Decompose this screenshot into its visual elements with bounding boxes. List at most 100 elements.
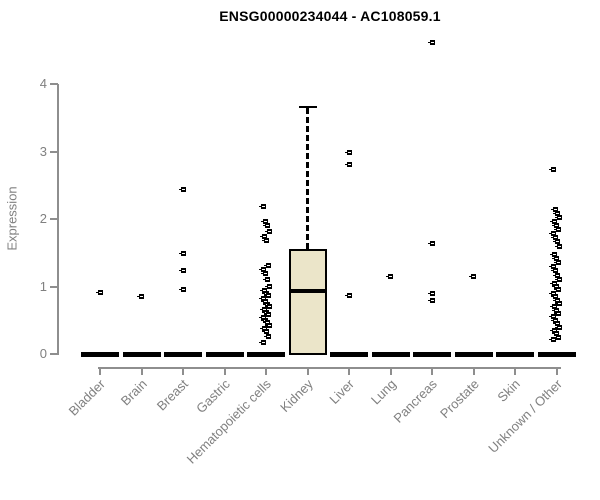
data-point [552, 331, 559, 337]
zero-median-bar [371, 352, 410, 357]
data-point [427, 297, 435, 303]
data-point [550, 304, 557, 310]
data-point [262, 320, 270, 326]
data-point [552, 307, 559, 313]
zero-median-bar [122, 352, 161, 357]
x-tick [140, 368, 143, 375]
y-tick-label: 3 [39, 143, 47, 159]
data-point [427, 240, 435, 246]
x-axis-line [98, 367, 561, 369]
zero-median-bar [81, 352, 119, 357]
whisker-cap [298, 106, 317, 109]
data-point [258, 340, 266, 346]
data-point [554, 260, 561, 266]
data-point [555, 276, 562, 282]
data-point [554, 227, 561, 233]
zero-median-bar [454, 352, 493, 357]
data-point [178, 286, 186, 292]
data-point [263, 333, 271, 339]
data-point [264, 229, 272, 235]
data-point [260, 271, 268, 277]
x-tick [348, 368, 350, 375]
data-point [555, 243, 562, 249]
median-line [288, 289, 327, 294]
data-point [551, 235, 558, 241]
data-point [553, 297, 560, 303]
x-tick [265, 368, 267, 375]
data-point [262, 301, 270, 307]
data-point [551, 268, 558, 274]
data-point [137, 294, 144, 300]
data-point [263, 263, 271, 269]
data-point [264, 323, 272, 329]
data-point [258, 204, 266, 210]
y-tick-label: 4 [39, 76, 47, 91]
data-point [553, 239, 560, 245]
zero-median-bar [496, 352, 534, 357]
zero-median-bar [205, 352, 244, 357]
data-point [344, 293, 352, 299]
data-point [427, 290, 435, 296]
data-point [260, 317, 268, 323]
x-tick [472, 368, 475, 375]
data-point [552, 223, 559, 229]
data-point [264, 284, 272, 289]
data-point [555, 324, 562, 330]
zero-median-bar [537, 352, 576, 357]
data-point [551, 207, 558, 213]
data-point [178, 250, 186, 256]
data-point [555, 300, 562, 306]
x-tick [306, 368, 309, 375]
y-tick [50, 353, 58, 355]
data-point [554, 334, 561, 340]
data-point [550, 327, 557, 333]
data-point [259, 325, 267, 331]
data-point [550, 280, 557, 286]
y-tick-label: 0 [39, 346, 47, 361]
y-tick [50, 83, 58, 85]
x-tick [99, 368, 101, 375]
x-tick [182, 368, 184, 375]
y-tick-label: 2 [39, 211, 47, 226]
data-point [550, 219, 557, 225]
data-point [550, 252, 557, 258]
data-point [258, 296, 266, 302]
data-point [554, 311, 561, 316]
data-point [260, 218, 268, 224]
data-point [549, 264, 556, 270]
y-axis-line [57, 84, 59, 355]
zero-median-bar [330, 352, 368, 357]
y-tick [50, 285, 58, 288]
data-point [262, 223, 270, 229]
data-point [551, 294, 558, 300]
chart-title: ENSG00000234044 - AC108059.1 [219, 8, 441, 24]
data-point [469, 273, 476, 279]
data-point [549, 314, 556, 320]
data-point [178, 187, 186, 193]
data-point [553, 321, 560, 327]
data-point [344, 149, 352, 155]
data-point [553, 272, 560, 278]
data-point [178, 267, 186, 273]
data-point [261, 290, 269, 296]
data-point [260, 298, 268, 304]
data-point [95, 290, 103, 296]
data-point [552, 284, 559, 289]
y-tick-label: 1 [39, 278, 47, 294]
data-point [262, 276, 270, 282]
x-tick [389, 368, 392, 375]
data-point [549, 167, 556, 173]
x-tick [223, 368, 226, 375]
zero-median-bar [413, 352, 451, 357]
x-tick [555, 368, 558, 375]
data-point [258, 315, 266, 321]
y-tick [50, 218, 58, 220]
data-point [549, 337, 556, 343]
data-point [555, 215, 562, 221]
data-point [259, 306, 267, 312]
data-point [549, 231, 556, 237]
x-tick [514, 368, 516, 375]
data-point [261, 309, 269, 315]
data-point [263, 312, 271, 318]
